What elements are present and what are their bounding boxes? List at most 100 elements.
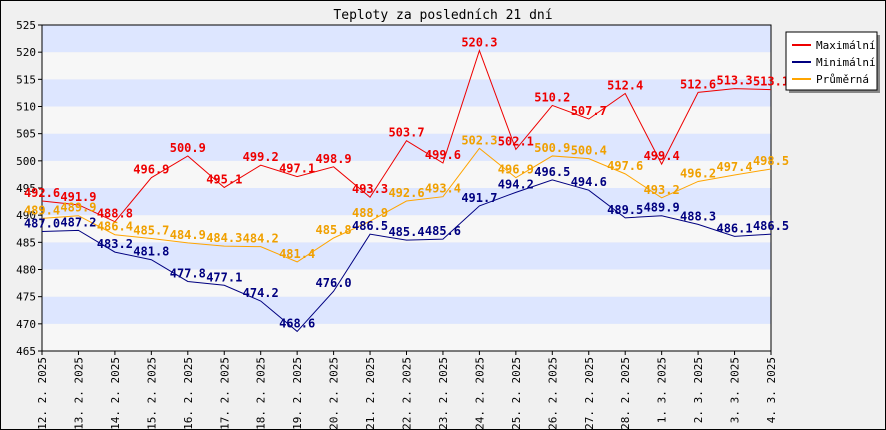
x-tick-label: 20. 2. 2025: [328, 357, 341, 430]
data-label: 502.3: [461, 133, 497, 147]
data-label: 493.3: [352, 182, 388, 196]
data-label: 489.5: [607, 203, 643, 217]
data-label: 499.6: [425, 148, 461, 162]
data-label: 489.9: [644, 201, 680, 215]
grid-band: [42, 323, 771, 351]
data-label: 507.7: [571, 104, 607, 118]
data-label: 492.6: [24, 186, 60, 200]
y-tick-label: 475: [16, 291, 36, 304]
data-label: 494.6: [571, 175, 607, 189]
data-label: 499.2: [243, 150, 279, 164]
data-label: 500.4: [571, 144, 607, 158]
y-tick-label: 525: [16, 19, 36, 32]
data-label: 512.4: [607, 78, 643, 92]
y-tick-label: 495: [16, 182, 36, 195]
data-label: 495.1: [206, 172, 242, 186]
data-label: 485.4: [388, 225, 424, 239]
grid-band: [42, 52, 771, 80]
x-tick-label: 14. 2. 2025: [109, 357, 122, 430]
x-tick-label: 4. 3. 2025: [765, 357, 778, 423]
data-label: 512.6: [680, 77, 716, 91]
data-label: 493.2: [644, 183, 680, 197]
y-tick-label: 485: [16, 236, 36, 249]
grid-band: [42, 79, 771, 107]
legend-label: Minimální: [816, 56, 876, 69]
x-tick-label: 18. 2. 2025: [255, 357, 268, 430]
grid-band: [42, 160, 771, 188]
data-label: 503.7: [388, 126, 424, 140]
data-label: 513.1: [753, 75, 789, 89]
data-label: 484.2: [243, 232, 279, 246]
grid-band: [42, 133, 771, 161]
data-label: 498.9: [316, 152, 352, 166]
data-label: 477.1: [206, 270, 242, 284]
grid-band: [42, 106, 771, 134]
data-label: 477.8: [170, 266, 206, 280]
grid-band: [42, 269, 771, 297]
data-label: 497.6: [607, 159, 643, 173]
x-tick-label: 19. 2. 2025: [291, 357, 304, 430]
y-tick-label: 480: [16, 264, 36, 277]
data-label: 484.9: [170, 228, 206, 242]
data-label: 488.8: [97, 207, 133, 221]
legend-label: Maximální: [816, 39, 876, 52]
data-label: 497.1: [279, 162, 315, 176]
data-label: 496.9: [133, 163, 169, 177]
data-label: 485.8: [316, 223, 352, 237]
x-tick-label: 26. 2. 2025: [546, 357, 559, 430]
data-label: 489.4: [24, 203, 60, 217]
data-label: 468.6: [279, 316, 315, 330]
x-tick-label: 24. 2. 2025: [473, 357, 486, 430]
data-label: 486.5: [352, 219, 388, 233]
chart-title: Teploty za posledních 21 dní: [333, 8, 552, 23]
data-label: 500.9: [170, 141, 206, 155]
data-label: 481.8: [133, 245, 169, 259]
data-label: 487.2: [60, 215, 96, 229]
data-label: 491.9: [60, 190, 96, 204]
data-label: 502.1: [498, 134, 534, 148]
x-tick-label: 27. 2. 2025: [583, 357, 596, 430]
series-line-3: [41, 147, 772, 263]
data-label: 486.5: [753, 219, 789, 233]
grid-band: [42, 296, 771, 324]
data-label: 474.2: [243, 286, 279, 300]
data-label: 492.6: [388, 186, 424, 200]
y-tick-label: 490: [16, 209, 36, 222]
data-label: 486.4: [97, 220, 133, 234]
x-tick-label: 2. 3. 2025: [692, 357, 705, 423]
x-tick-label: 3. 3. 2025: [729, 357, 742, 423]
x-tick-label: 1. 3. 2025: [656, 357, 669, 423]
y-tick-label: 505: [16, 128, 36, 141]
data-label: 485.6: [425, 224, 461, 238]
data-label: 496.5: [534, 165, 570, 179]
data-label: 488.3: [680, 209, 716, 223]
y-tick-label: 510: [16, 101, 36, 114]
y-tick-label: 500: [16, 155, 36, 168]
data-label: 476.0: [316, 276, 352, 290]
data-label: 494.2: [498, 177, 534, 191]
data-label: 484.3: [206, 231, 242, 245]
data-label: 497.4: [716, 160, 752, 174]
y-tick-label: 470: [16, 318, 36, 331]
grid-band: [42, 242, 771, 270]
grid-band: [42, 25, 771, 53]
data-label: 493.4: [425, 182, 461, 196]
data-label: 488.9: [352, 206, 388, 220]
data-label: 483.2: [97, 237, 133, 251]
x-tick-label: 22. 2. 2025: [401, 357, 414, 430]
data-label: 491.7: [461, 191, 497, 205]
data-label: 487.0: [24, 216, 60, 230]
y-tick-label: 515: [16, 73, 36, 86]
legend-label: Průměrná: [816, 73, 869, 86]
data-label: 486.1: [716, 221, 752, 235]
y-tick-label: 465: [16, 345, 36, 358]
x-tick-label: 12. 2. 2025: [36, 357, 49, 430]
data-label: 500.9: [534, 141, 570, 155]
grid-band: [42, 215, 771, 243]
x-tick-label: 17. 2. 2025: [218, 357, 231, 430]
data-label: 496.2: [680, 166, 716, 180]
x-tick-label: 23. 2. 2025: [437, 357, 450, 430]
data-label: 498.5: [753, 154, 789, 168]
data-label: 510.2: [534, 90, 570, 104]
